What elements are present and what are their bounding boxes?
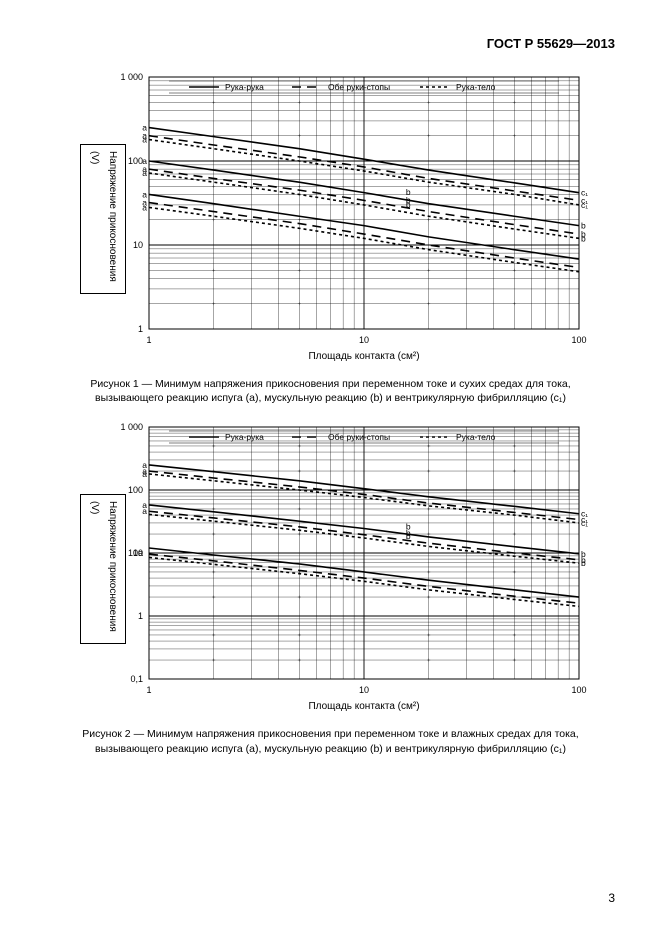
fig1-caption-text: Минимум напряжения прикосновения при пер… xyxy=(95,378,571,404)
fig2-caption-text: Минимум напряжения прикосновения при пер… xyxy=(95,728,579,754)
svg-text:c₁: c₁ xyxy=(581,518,588,528)
svg-text:a: a xyxy=(142,202,147,212)
svg-text:0,1: 0,1 xyxy=(130,674,143,684)
svg-text:a: a xyxy=(142,507,147,517)
svg-text:a: a xyxy=(142,469,147,479)
svg-text:1: 1 xyxy=(137,611,142,621)
svg-text:Обе руки-стопы: Обе руки-стопы xyxy=(328,82,390,92)
svg-text:Рука-рука: Рука-рука xyxy=(225,82,264,92)
svg-text:Обе руки-стопы: Обе руки-стопы xyxy=(328,432,390,442)
fig2-yaxis-box: Напряжение прикосновения (V) xyxy=(80,494,126,644)
svg-text:1: 1 xyxy=(146,685,151,695)
svg-text:1: 1 xyxy=(146,335,151,345)
fig1-yaxis-box: Напряжение прикосновения (V) xyxy=(80,144,126,294)
svg-text:b: b xyxy=(581,558,586,568)
svg-text:10: 10 xyxy=(358,685,368,695)
figure-2-chart: 1101000,11101001 00010aПлощадь контакта … xyxy=(61,419,601,719)
svg-text:1: 1 xyxy=(137,324,142,334)
svg-text:b: b xyxy=(405,200,410,210)
svg-text:Рука-тело: Рука-тело xyxy=(456,432,496,442)
svg-text:100: 100 xyxy=(571,685,586,695)
svg-text:10: 10 xyxy=(358,335,368,345)
figure-1-block: Напряжение прикосновения (V) 1 10 100 1 10 10… xyxy=(46,69,615,405)
figure-2-block: Напряжение прикосновения (V) 1101000,111… xyxy=(46,419,615,755)
svg-text:1 000: 1 000 xyxy=(120,422,143,432)
svg-text:1 000: 1 000 xyxy=(120,72,143,82)
fig2-caption-prefix: Рисунок 2 xyxy=(82,728,130,740)
svg-text:Площадь контакта (см²): Площадь контакта (см²) xyxy=(308,351,419,362)
svg-text:100: 100 xyxy=(127,485,142,495)
fig2-yaxis-label: Напряжение прикосновения (V) xyxy=(89,501,118,632)
svg-text:b: b xyxy=(405,532,410,542)
page-number: 3 xyxy=(608,891,615,905)
svg-text:c₁: c₁ xyxy=(581,200,588,210)
svg-text:10: 10 xyxy=(132,240,142,250)
figure-1-chart: 1 10 100 1 10 100 1 000 Площадь контакта (см²) Р… xyxy=(61,69,601,369)
svg-text:100: 100 xyxy=(127,156,142,166)
svg-text:a: a xyxy=(142,135,147,145)
svg-text:100: 100 xyxy=(571,335,586,345)
svg-text:Рука-рука: Рука-рука xyxy=(225,432,264,442)
figure-2-caption: Рисунок 2 — Минимум напряжения прикоснов… xyxy=(70,727,591,755)
doc-id: ГОСТ Р 55629—2013 xyxy=(46,36,615,51)
fig1-caption-prefix: Рисунок 1 xyxy=(90,378,138,390)
svg-text:10a: 10a xyxy=(127,548,142,558)
svg-text:Площадь контакта (см²): Площадь контакта (см²) xyxy=(308,701,419,712)
figure-1-caption: Рисунок 1 — Минимум напряжения прикоснов… xyxy=(70,377,591,405)
svg-text:b: b xyxy=(581,233,586,243)
fig1-yaxis-label: Напряжение прикосновения (V) xyxy=(89,151,118,282)
svg-text:Рука-тело: Рука-тело xyxy=(456,82,496,92)
svg-text:a: a xyxy=(142,168,147,178)
